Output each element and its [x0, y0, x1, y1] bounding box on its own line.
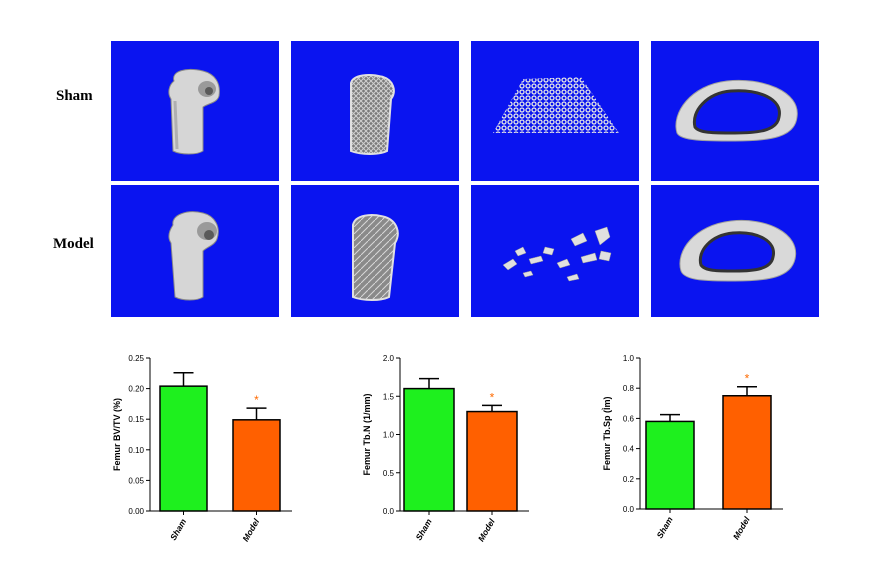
y-tick-label: 0.10 [128, 446, 144, 455]
sham-cortical-ring-image [651, 41, 819, 181]
y-tick-label: 0.00 [128, 507, 144, 516]
y-tick-label: 1.5 [383, 392, 395, 401]
significance-marker: * [490, 390, 495, 404]
y-axis-label: Femur Tb.N (1/mm) [362, 393, 372, 475]
bar-sham [645, 420, 695, 510]
y-tick-label: 0.6 [623, 414, 635, 423]
row-label-model: Model [53, 236, 94, 252]
model-femur-section-image [291, 185, 459, 317]
bar-model [722, 395, 772, 510]
model-femur-3d-image [111, 185, 279, 317]
y-axis-label: Femur Tb.Sp (Ìm) [602, 396, 612, 470]
row-label-sham: Sham [56, 88, 93, 104]
sham-femur-3d-image [111, 41, 279, 181]
y-tick-label: 0.2 [623, 475, 635, 484]
chart-bv-tv: 0.00 0.05 0.10 0.15 0.20 0.25 Femur BV/TV (%) S… [100, 345, 292, 560]
chart-tb-sp: 0.0 0.2 0.4 0.6 0.8 1.0 Femur Tb.Sp (Ìm) Sham * M… [590, 345, 783, 560]
bar-sham [403, 387, 455, 512]
significance-marker: * [745, 372, 750, 386]
x-tick-label: Model [240, 516, 261, 543]
sham-femur-section-image [291, 41, 459, 181]
x-tick-label: Sham [413, 517, 433, 542]
y-tick-label: 0.8 [623, 384, 635, 393]
y-tick-label: 1.0 [623, 354, 635, 363]
y-tick-label: 0.0 [623, 505, 635, 514]
y-tick-label: 0.15 [128, 415, 144, 424]
y-tick-label: 0.20 [128, 385, 144, 394]
significance-marker: * [254, 393, 259, 407]
y-tick-label: 1.0 [383, 431, 395, 440]
y-tick-label: 2.0 [383, 354, 395, 363]
bar-model [466, 410, 518, 512]
y-tick-label: 0.5 [383, 469, 395, 478]
y-tick-label: 0.4 [623, 445, 635, 454]
y-tick-label: 0.0 [383, 507, 395, 516]
y-tick-label: 0.05 [128, 476, 144, 485]
x-tick-label: Model [476, 516, 497, 543]
chart-tb-n: 0.0 0.5 1.0 1.5 2.0 Femur Tb.N (1/mm) Sham * Mod… [350, 345, 529, 560]
x-tick-label: Model [731, 514, 752, 541]
bar-model [232, 419, 281, 512]
model-cortical-ring-image [651, 185, 819, 317]
y-axis-label: Femur BV/TV (%) [112, 398, 122, 471]
model-trabecular-image [471, 185, 639, 317]
sham-trabecular-image [471, 41, 639, 181]
bar-sham [159, 385, 208, 512]
y-tick-label: 0.25 [128, 354, 144, 363]
x-tick-label: Sham [168, 517, 188, 542]
x-tick-label: Sham [654, 515, 674, 540]
